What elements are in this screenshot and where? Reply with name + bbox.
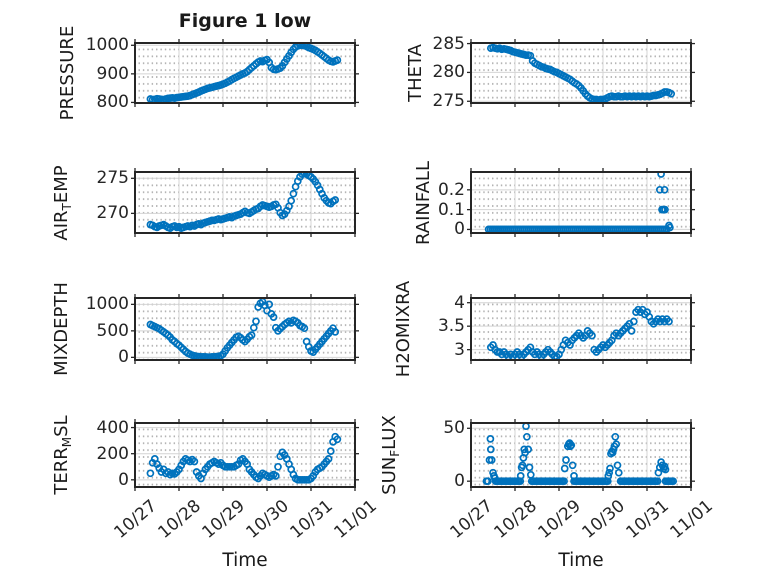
airtemp-plot-canvas bbox=[131, 168, 359, 237]
y-axis-label-terrmsl: TERRMSL bbox=[50, 345, 74, 565]
h2omixra-ytick-label: 4 bbox=[454, 292, 465, 313]
theta-markers bbox=[486, 43, 676, 103]
subplot-rainfall bbox=[467, 168, 695, 237]
subplot-sunflux bbox=[467, 419, 695, 491]
rainfall-ytick-label: 0 bbox=[454, 219, 465, 240]
subplot-pressure bbox=[131, 39, 359, 107]
y-axis-label-subscript: M bbox=[60, 436, 74, 448]
subplot-theta bbox=[467, 39, 695, 107]
airtemp-ytick-label: 270 bbox=[96, 203, 129, 224]
mixdepth-plot-canvas bbox=[131, 294, 359, 364]
figure-title: Figure 1 low bbox=[178, 10, 312, 32]
minor-grid-sunflux bbox=[471, 423, 691, 487]
mixdepth-markers bbox=[146, 298, 340, 360]
subplot-airtemp bbox=[131, 168, 359, 237]
terrmsl-markers bbox=[146, 432, 342, 484]
airtemp-markers bbox=[146, 172, 340, 232]
sunflux-ytick-label: 50 bbox=[443, 418, 465, 439]
subplot-terrmsl bbox=[131, 419, 359, 491]
sunflux-markers bbox=[482, 423, 678, 486]
y-axis-label-subscript: T bbox=[60, 202, 74, 210]
theta-plot-canvas bbox=[467, 39, 695, 107]
subplot-mixdepth bbox=[131, 294, 359, 364]
terrmsl-plot-canvas bbox=[131, 419, 359, 491]
h2omixra-plot-canvas bbox=[467, 294, 695, 364]
sunflux-ytick-label: 0 bbox=[454, 471, 465, 492]
h2omixra-ytick-label: 3 bbox=[454, 339, 465, 360]
h2omixra-markers bbox=[486, 305, 673, 360]
airtemp-ytick-label: 275 bbox=[96, 168, 129, 189]
h2omixra-ytick-label: 3.5 bbox=[437, 316, 465, 337]
sunflux-plot-canvas bbox=[467, 419, 695, 491]
mixdepth-ytick-label: 1000 bbox=[85, 294, 129, 315]
x-axis-title-right: Time bbox=[558, 550, 604, 571]
y-axis-label-sunflux: SUNFLUX bbox=[378, 345, 402, 565]
mixdepth-ytick-label: 500 bbox=[96, 320, 129, 341]
pressure-ytick-label: 800 bbox=[96, 92, 129, 113]
rainfall-plot-canvas bbox=[467, 168, 695, 237]
pressure-ytick-label: 1000 bbox=[85, 35, 129, 56]
theta-ytick-label: 280 bbox=[432, 62, 465, 83]
terrmsl-ytick-label: 200 bbox=[96, 443, 129, 464]
terrmsl-ytick-label: 0 bbox=[118, 469, 129, 490]
rainfall-ytick-label: 0.1 bbox=[437, 199, 465, 220]
y-axis-label-text: SUN bbox=[379, 456, 400, 495]
terrmsl-ytick-label: 400 bbox=[96, 417, 129, 438]
y-axis-label-text: TERR bbox=[51, 447, 72, 495]
subplot-h2omixra bbox=[467, 294, 695, 364]
x-axis-title-left: Time bbox=[222, 550, 268, 571]
y-axis-label-text: LUX bbox=[379, 415, 400, 450]
mixdepth-ytick-label: 0 bbox=[118, 347, 129, 368]
y-axis-label-text: EMP bbox=[51, 164, 72, 203]
y-axis-label-subscript: F bbox=[388, 449, 402, 457]
pressure-plot-canvas bbox=[131, 39, 359, 107]
pressure-ytick-label: 900 bbox=[96, 63, 129, 84]
rainfall-ytick-label: 0.2 bbox=[437, 179, 465, 200]
y-axis-label-text: SL bbox=[51, 415, 72, 437]
theta-ytick-label: 285 bbox=[432, 33, 465, 54]
rainfall-markers bbox=[484, 172, 674, 233]
y-axis-label-text: RAINFALL bbox=[413, 160, 434, 245]
theta-ytick-label: 275 bbox=[432, 91, 465, 112]
minor-grid-rainfall bbox=[471, 172, 691, 233]
